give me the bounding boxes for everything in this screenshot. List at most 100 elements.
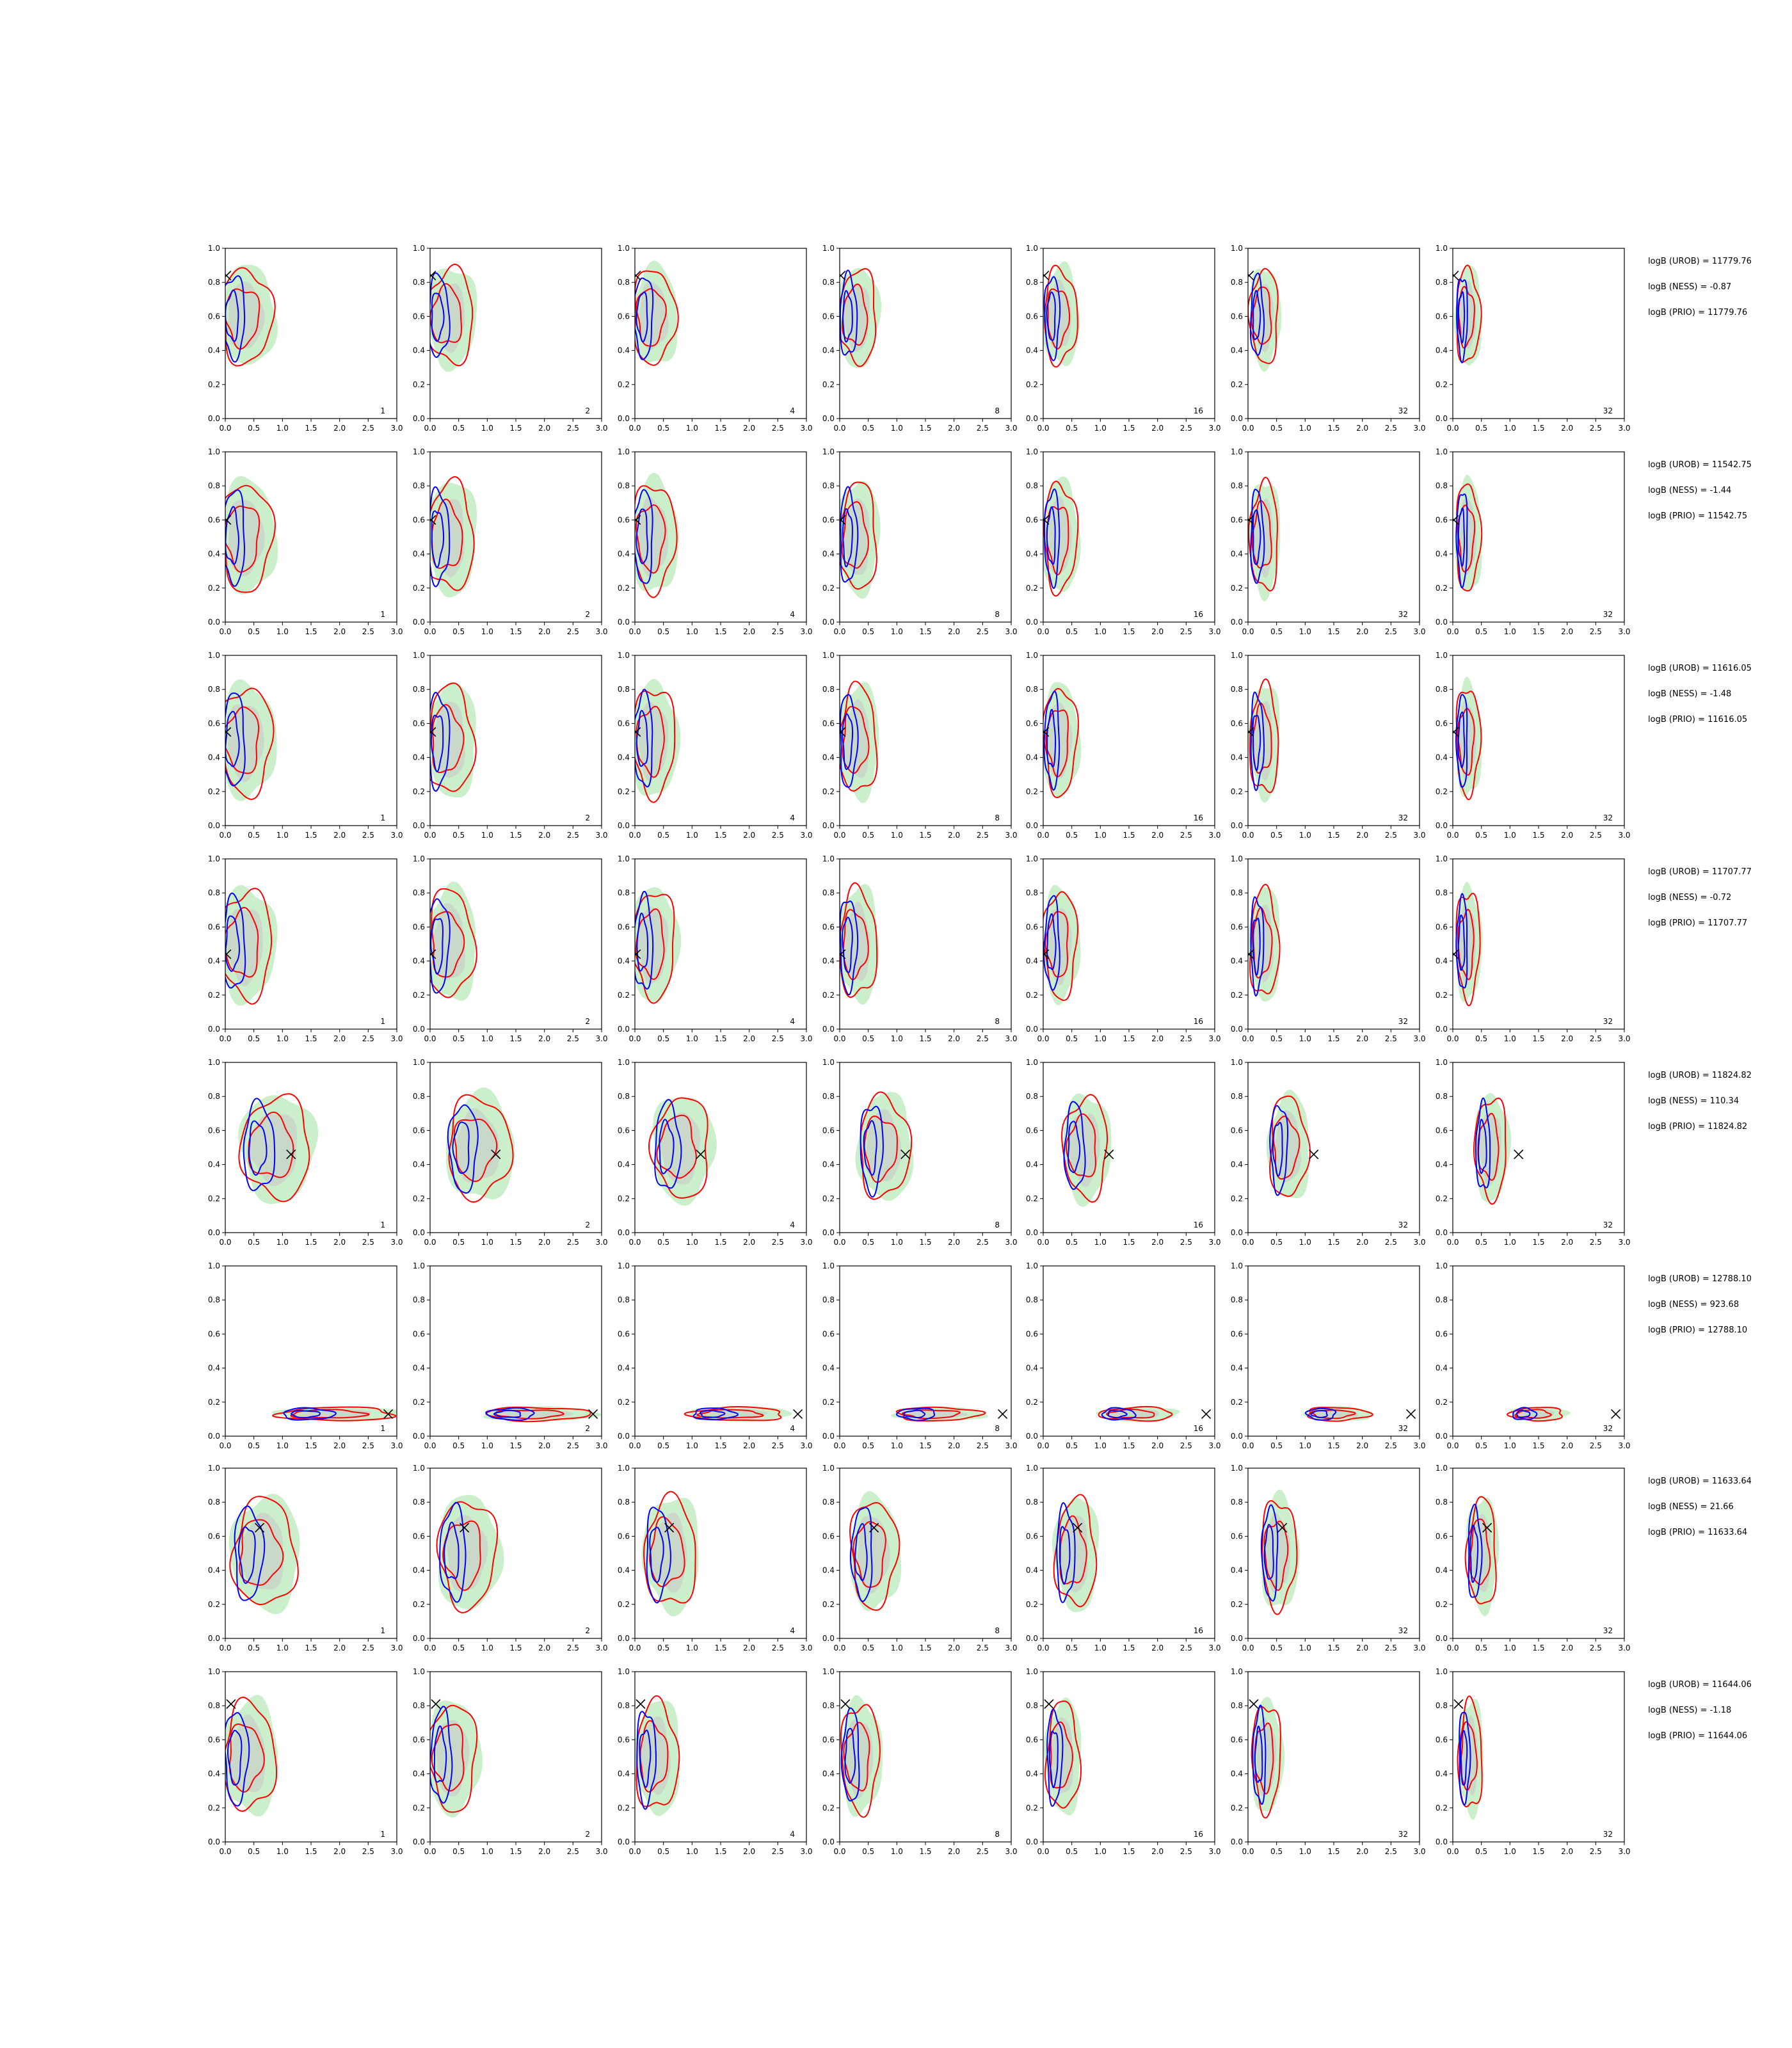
y-tick-label: 1.0: [1436, 1058, 1448, 1067]
red-contour-inner: [902, 1409, 961, 1420]
y-tick-label: 0.6: [413, 1532, 425, 1540]
true-value-marker: [225, 270, 232, 281]
y-tick-label: 0.8: [208, 888, 220, 897]
blue-contour-outer: [896, 1407, 936, 1421]
panel-count-label: 16: [1194, 1017, 1203, 1026]
x-tick-label: 2.5: [362, 1441, 374, 1450]
x-tick-label: 2.0: [538, 1238, 550, 1247]
y-tick-label: 0.6: [822, 312, 835, 321]
blue-contour-inner: [444, 1521, 460, 1580]
logB-urob: logB (UROB) = 12788.10: [1648, 1274, 1752, 1284]
y-tick-label: 0.0: [618, 821, 630, 830]
x-tick-label: 1.5: [1532, 1644, 1544, 1652]
y-tick-label: 0.2: [822, 1804, 835, 1812]
subplot-r2-c5: 0.0 0.5 1.0 1.5 2.0 2.5 3.0 0.0 0.2 0.4 0.6 0.8 1.0 1…: [1026, 447, 1221, 636]
panel-count-label: 2: [585, 1424, 590, 1433]
red-contour-outer: [238, 1093, 310, 1203]
blue-contour-inner: [699, 1409, 726, 1418]
x-tick-label: 0.5: [248, 1441, 260, 1450]
subplot-r3-c2: 0.0 0.5 1.0 1.5 2.0 2.5 3.0 0.0 0.2 0.4 0.6 0.8 1.0 2: [413, 651, 608, 840]
x-tick-label: 1.5: [1123, 831, 1135, 840]
x-tick-label: 0.5: [1066, 1644, 1078, 1652]
y-tick-label: 0.4: [208, 550, 220, 559]
x-tick-label: 2.5: [772, 627, 784, 636]
x-tick-label: 2.5: [977, 424, 989, 433]
x-tick-label: 1.0: [1094, 1034, 1107, 1043]
x-tick-label: 3.0: [1208, 1441, 1220, 1450]
blue-contour-inner: [636, 508, 648, 564]
x-tick-label: 1.0: [1299, 1034, 1311, 1043]
x-tick-label: 0.5: [657, 831, 669, 840]
x-tick-label: 1.0: [1094, 1441, 1107, 1450]
y-tick-label: 0.4: [1026, 346, 1038, 355]
y-tick-label: 0.0: [208, 1432, 220, 1441]
x-tick-label: 2.5: [362, 1644, 374, 1652]
x-tick-label: 3.0: [1005, 1847, 1017, 1856]
blue-contour-inner: [225, 915, 241, 972]
blue-contour-inner: [1263, 1524, 1274, 1580]
x-tick-label: 1.0: [686, 831, 698, 840]
y-tick-label: 0.6: [822, 1126, 835, 1135]
blue-contour-outer: [840, 486, 859, 583]
x-tick-label: 2.0: [1151, 1238, 1164, 1247]
y-tick-label: 1.0: [413, 244, 425, 253]
y-tick-label: 0.4: [1026, 957, 1038, 966]
y-tick-label: 0.8: [1026, 1701, 1038, 1710]
x-tick-label: 0.0: [424, 831, 436, 840]
y-tick-label: 0.6: [208, 719, 220, 728]
y-tick-label: 0.2: [618, 787, 630, 796]
y-tick-label: 0.4: [822, 1770, 835, 1779]
panel-count-label: 32: [1603, 1626, 1613, 1635]
blue-contour-outer: [1046, 1708, 1064, 1807]
y-tick-label: 1.0: [822, 854, 835, 863]
red-contour-inner: [1251, 500, 1272, 569]
y-tick-label: 0.8: [822, 888, 835, 897]
y-tick-label: 0.2: [1231, 787, 1243, 796]
x-tick-label: 0.5: [1475, 1644, 1487, 1652]
panel-count-label: 16: [1194, 406, 1203, 415]
x-tick-label: 2.5: [1180, 627, 1192, 636]
y-tick-label: 0.4: [1231, 1160, 1243, 1169]
y-tick-label: 0.6: [618, 312, 630, 321]
y-tick-label: 0.4: [413, 550, 425, 559]
true-value-marker: [1277, 1523, 1288, 1533]
blue-contour-outer: [234, 1505, 266, 1601]
x-tick-label: 2.5: [1180, 1847, 1192, 1856]
blue-contour-inner: [1046, 291, 1056, 341]
x-tick-label: 3.0: [1618, 1441, 1630, 1450]
x-tick-label: 2.5: [977, 1644, 989, 1652]
x-tick-label: 0.5: [1475, 831, 1487, 840]
x-tick-label: 2.0: [333, 831, 346, 840]
red-contour-inner: [239, 1519, 284, 1586]
blue-contour-inner: [842, 713, 854, 771]
x-tick-label: 2.5: [1385, 424, 1397, 433]
x-tick-label: 2.0: [948, 831, 960, 840]
y-tick-label: 0.4: [618, 957, 630, 966]
logB-ness: logB (NESS) = -1.44: [1648, 486, 1731, 495]
x-tick-label: 0.0: [1446, 1034, 1459, 1043]
x-tick-label: 0.5: [1270, 1644, 1283, 1652]
blue-contour-inner: [1310, 1410, 1328, 1418]
y-tick-label: 0.4: [1231, 1566, 1243, 1575]
red-contour-outer: [1464, 1496, 1497, 1604]
y-tick-label: 0.0: [1436, 1634, 1448, 1643]
x-tick-label: 0.5: [1066, 627, 1078, 636]
red-contour-outer: [1473, 1098, 1507, 1205]
red-contour-inner: [495, 1409, 564, 1420]
true-value-marker: [635, 515, 641, 525]
x-tick-label: 0.0: [1242, 1441, 1254, 1450]
subplot-r8-c6: 0.0 0.5 1.0 1.5 2.0 2.5 3.0 0.0 0.2 0.4 0.6 0.8 1.0 3…: [1231, 1667, 1426, 1856]
logB-stats-row-1: logB (UROB) = 11779.76 logB (NESS) = -0.8…: [1648, 257, 1752, 317]
y-tick-label: 0.8: [1436, 1092, 1448, 1101]
blue-contour-inner: [1457, 507, 1466, 567]
logB-urob: logB (UROB) = 11707.77: [1648, 867, 1752, 877]
blue-contour-inner: [431, 510, 445, 568]
true-value-marker: [1309, 1149, 1319, 1160]
x-tick-label: 1.5: [1123, 1034, 1135, 1043]
y-tick-label: 1.0: [413, 651, 425, 660]
y-tick-label: 0.4: [1231, 1364, 1243, 1373]
y-tick-label: 1.0: [1231, 1667, 1243, 1676]
y-tick-label: 0.0: [413, 1634, 425, 1643]
y-tick-label: 0.2: [1436, 1804, 1448, 1812]
blue-contour-outer: [439, 1501, 467, 1603]
